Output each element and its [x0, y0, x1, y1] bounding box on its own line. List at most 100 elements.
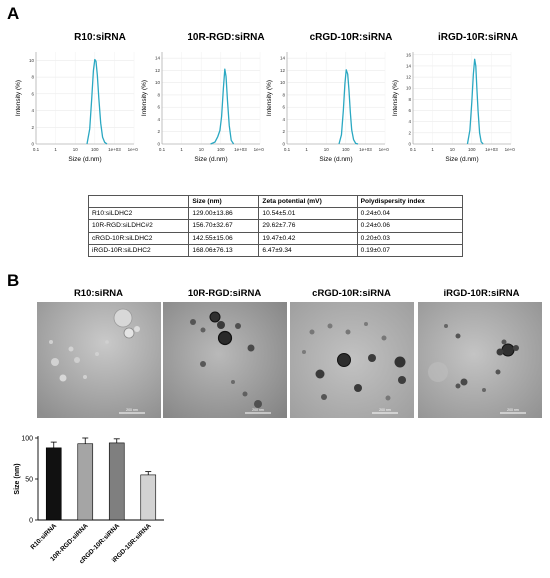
y-tick-label: 0 [408, 142, 411, 147]
x-axis-label: Size (d.nm) [445, 156, 478, 163]
table-cell: 129.00±13.86 [188, 207, 260, 221]
x-tick-label: 100 [91, 147, 99, 152]
x-tick-label: 100 [217, 147, 225, 152]
x-tick-label: 1e+04 [379, 147, 389, 152]
bar [77, 443, 94, 521]
table-header-cell [87, 194, 190, 209]
y-tick-label: 16 [406, 52, 412, 57]
y-tick-label: 4 [282, 117, 285, 122]
y-tick-label: 8 [408, 97, 411, 102]
y-tick-label: 10 [155, 80, 161, 85]
y-tick-label: 12 [406, 75, 412, 80]
y-tick-label: 10 [406, 86, 412, 91]
y-tick-label: 6 [408, 108, 411, 113]
size-distribution-line [86, 58, 108, 145]
tem-image-crgd-10r: 200 nm [290, 302, 414, 418]
y-tick-label: 2 [408, 130, 411, 135]
table-cell: iRGD-10R:siLDHC2 [87, 243, 190, 257]
dls-chart-crgd-10r: 0 2 4 6 8 10 12 14 0.1 1 10 100 1e+03 1e+04 Size (d.nm… [266, 52, 389, 163]
x-axis-label: Size (d.nm) [319, 156, 352, 163]
table-cell: 0.24±0.06 [356, 219, 464, 233]
x-tick-label: 1 [431, 147, 434, 152]
y-tick-label: 8 [282, 92, 285, 97]
bar [140, 474, 157, 521]
y-tick-label: 4 [157, 117, 160, 122]
x-tick-label: 1e+03 [108, 147, 121, 152]
tem-scale-label: 200 nm [126, 408, 138, 412]
size-distribution-line [210, 68, 235, 145]
bar [108, 442, 125, 521]
dls-chart-10r-rgd: 0 2 4 6 8 10 12 14 0.1 1 10 100 1e+03 1e+04 Size (d.nm… [141, 52, 264, 163]
x-tick-label: 100 [342, 147, 350, 152]
tem-image-10r-rgd: 200 nm [163, 302, 287, 418]
y-tick-label: 4 [31, 108, 34, 113]
table-cell: 10.54±5.01 [258, 207, 358, 221]
x-tick-label: 1 [180, 147, 183, 152]
y-axis-label: Intensity (%) [141, 80, 148, 116]
y-tick-label: 0 [157, 142, 160, 147]
x-tick-label: 1 [305, 147, 308, 152]
panel-b-label: B [7, 271, 20, 290]
x-tick-label: 1 [54, 147, 57, 152]
x-tick-label: 1e+03 [359, 147, 372, 152]
x-tick-label: 10 [324, 147, 330, 152]
table-cell: R10:siLDHC2 [87, 207, 190, 221]
table-header-cell: Size (nm) [188, 194, 260, 209]
tem-scale-label: 200 nm [379, 408, 391, 412]
tem-image-r10: 200 nm [37, 302, 161, 418]
table-cell: cRGD-10R:siLDHC2 [87, 231, 190, 245]
table-header-cell: Zeta potential (mV) [258, 194, 358, 209]
x-tick-label: 10 [199, 147, 205, 152]
table-cell: 29.62±7.76 [258, 219, 358, 233]
tem-title-10r-rgd: 10R-RGD:siRNA [187, 288, 262, 299]
y-tick-label: 0 [31, 142, 34, 147]
table-cell: 19.47±0.42 [258, 231, 358, 245]
y-tick-label: 0 [282, 142, 285, 147]
x-tick-label: 1e+04 [505, 147, 515, 152]
y-tick-label: 50 [25, 477, 33, 484]
tem-title-crgd-10r: cRGD-10R:siRNA [312, 288, 391, 299]
dls-title-10r-rgd: 10R-RGD:siRNA [187, 32, 265, 43]
y-tick-label: 2 [157, 129, 160, 134]
y-tick-label: 14 [280, 56, 286, 61]
y-tick-label: 10 [280, 80, 286, 85]
y-tick-label: 6 [31, 91, 34, 96]
y-tick-label: 14 [155, 56, 161, 61]
y-axis-label: Intensity (%) [266, 80, 273, 116]
y-axis-label: Size (nm) [14, 463, 21, 494]
x-tick-label: 0.1 [410, 147, 417, 152]
table-row: iRGD-10R:siLDHC2 168.06±76.13 6.47±9.34 … [87, 243, 464, 257]
table-cell: 0.24±0.04 [356, 207, 464, 221]
tem-title-r10: R10:siRNA [73, 288, 124, 299]
table-cell: 0.19±0.07 [356, 243, 464, 257]
dls-title-crgd-10r: cRGD-10R:siRNA [309, 32, 393, 43]
x-tick-label: 10 [450, 147, 456, 152]
x-tick-label: 1e+04 [254, 147, 264, 152]
dls-chart-irgd-10r: 0 2 4 6 8 10 12 14 16 0.1 1 10 100 1e+03 1e+04 Size (d.… [392, 52, 515, 163]
table-header-row: Size (nm) Zeta potential (mV) Polydisper… [87, 194, 464, 209]
y-tick-label: 2 [31, 125, 34, 130]
dls-title-irgd-10r: iRGD-10R:siRNA [437, 32, 518, 43]
y-tick-label: 4 [408, 119, 411, 124]
y-tick-label: 12 [280, 68, 286, 73]
table-row: cRGD-10R:siLDHC2 142.55±15.06 19.47±0.42… [87, 231, 464, 245]
x-tick-label: 100 [468, 147, 476, 152]
y-axis-label: Intensity (%) [392, 80, 399, 116]
x-tick-label: 1e+03 [485, 147, 498, 152]
y-tick-label: 8 [157, 92, 160, 97]
x-axis-label: Size (d.nm) [68, 156, 101, 163]
y-tick-label: 0 [29, 518, 33, 525]
table-row: R10:siLDHC2 129.00±13.86 10.54±5.01 0.24… [87, 207, 464, 221]
table-row: 10R-RGD:siLDHC#2 156.70±32.67 29.62±7.76… [87, 219, 464, 233]
y-axis-label: Intensity (%) [15, 80, 22, 116]
table-cell: 168.06±76.13 [188, 243, 260, 257]
y-tick-label: 8 [31, 75, 34, 80]
x-tick-label: 1e+03 [234, 147, 247, 152]
dls-title-r10: R10:siRNA [74, 32, 126, 43]
size-distribution-line [338, 69, 359, 145]
table-cell: 142.55±15.06 [188, 231, 260, 245]
panel-a-label: A [7, 4, 20, 23]
tem-scale-label: 200 nm [507, 408, 519, 412]
tem-title-irgd-10r: iRGD-10R:siRNA [443, 288, 520, 299]
